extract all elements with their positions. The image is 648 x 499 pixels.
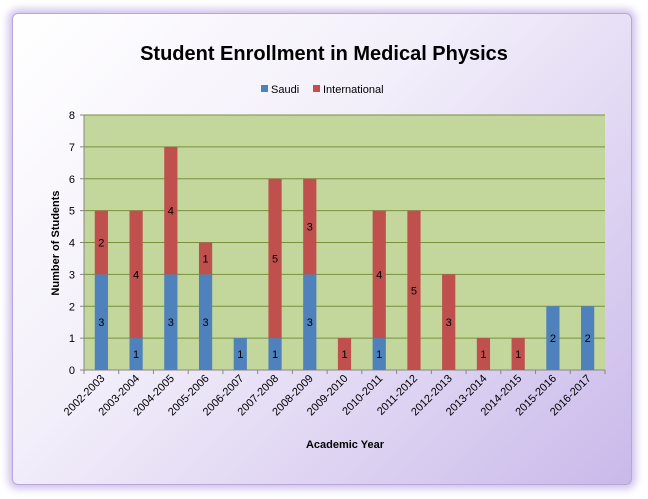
bar-international	[407, 210, 421, 370]
data-label: 1	[341, 349, 347, 361]
y-axis-title: Number of Students	[50, 190, 62, 295]
legend-label: International	[323, 84, 384, 96]
data-label: 1	[480, 349, 486, 361]
data-label: 3	[98, 317, 104, 329]
bar-saudi	[581, 306, 595, 370]
bar-international	[164, 146, 178, 275]
bar-international	[511, 338, 525, 370]
data-label: 5	[411, 285, 417, 297]
legend-label: Saudi	[271, 84, 299, 96]
legend-swatch	[261, 85, 268, 92]
data-label: 3	[307, 317, 313, 329]
data-label: 2	[585, 333, 591, 345]
y-tick-label: 0	[69, 365, 75, 377]
data-label: 4	[168, 206, 174, 218]
bar-international	[94, 210, 108, 275]
x-axis-title: Academic Year	[306, 439, 385, 451]
bar-saudi	[268, 338, 282, 370]
legend-swatch	[313, 85, 320, 92]
bar-saudi	[372, 338, 386, 370]
data-label: 3	[203, 317, 209, 329]
bar-saudi	[303, 274, 317, 370]
data-label: 2	[550, 333, 556, 345]
chart-title: Student Enrollment in Medical Physics	[140, 43, 508, 65]
bar-international	[337, 338, 352, 370]
bar-international	[442, 274, 456, 370]
legend: Saudi International	[261, 84, 384, 96]
bar-saudi	[198, 274, 213, 370]
bar-international	[198, 242, 213, 275]
bar-saudi	[94, 274, 108, 370]
data-label: 1	[133, 349, 139, 361]
bar-saudi	[129, 338, 143, 370]
bar-saudi	[546, 306, 560, 370]
y-tick-label: 7	[69, 142, 75, 154]
y-tick-label: 1	[69, 333, 75, 345]
data-label: 3	[168, 317, 174, 329]
y-tick-label: 5	[69, 206, 75, 218]
data-label: 1	[515, 349, 521, 361]
data-label: 1	[376, 349, 382, 361]
bar-international	[129, 210, 143, 339]
y-tick-label: 8	[69, 110, 75, 122]
y-tick-label: 4	[69, 238, 75, 250]
bar-international	[372, 210, 386, 339]
bar-international	[476, 338, 491, 370]
plot-area: 012345678322002-2003142003-2004342004-20…	[62, 110, 606, 418]
y-tick-label: 2	[69, 301, 75, 313]
y-tick-label: 3	[69, 269, 75, 281]
data-label: 4	[376, 269, 382, 281]
bar-saudi	[164, 274, 178, 370]
data-label: 1	[203, 253, 209, 265]
bar-international	[303, 178, 317, 275]
bar-saudi	[233, 338, 247, 370]
data-label: 5	[272, 253, 278, 265]
data-label: 1	[272, 349, 278, 361]
data-label: 2	[98, 238, 104, 250]
data-label: 1	[237, 349, 243, 361]
data-label: 3	[446, 317, 452, 329]
y-tick-label: 6	[69, 174, 75, 186]
data-label: 3	[307, 222, 313, 234]
data-label: 4	[133, 269, 139, 281]
bar-international	[268, 178, 282, 339]
